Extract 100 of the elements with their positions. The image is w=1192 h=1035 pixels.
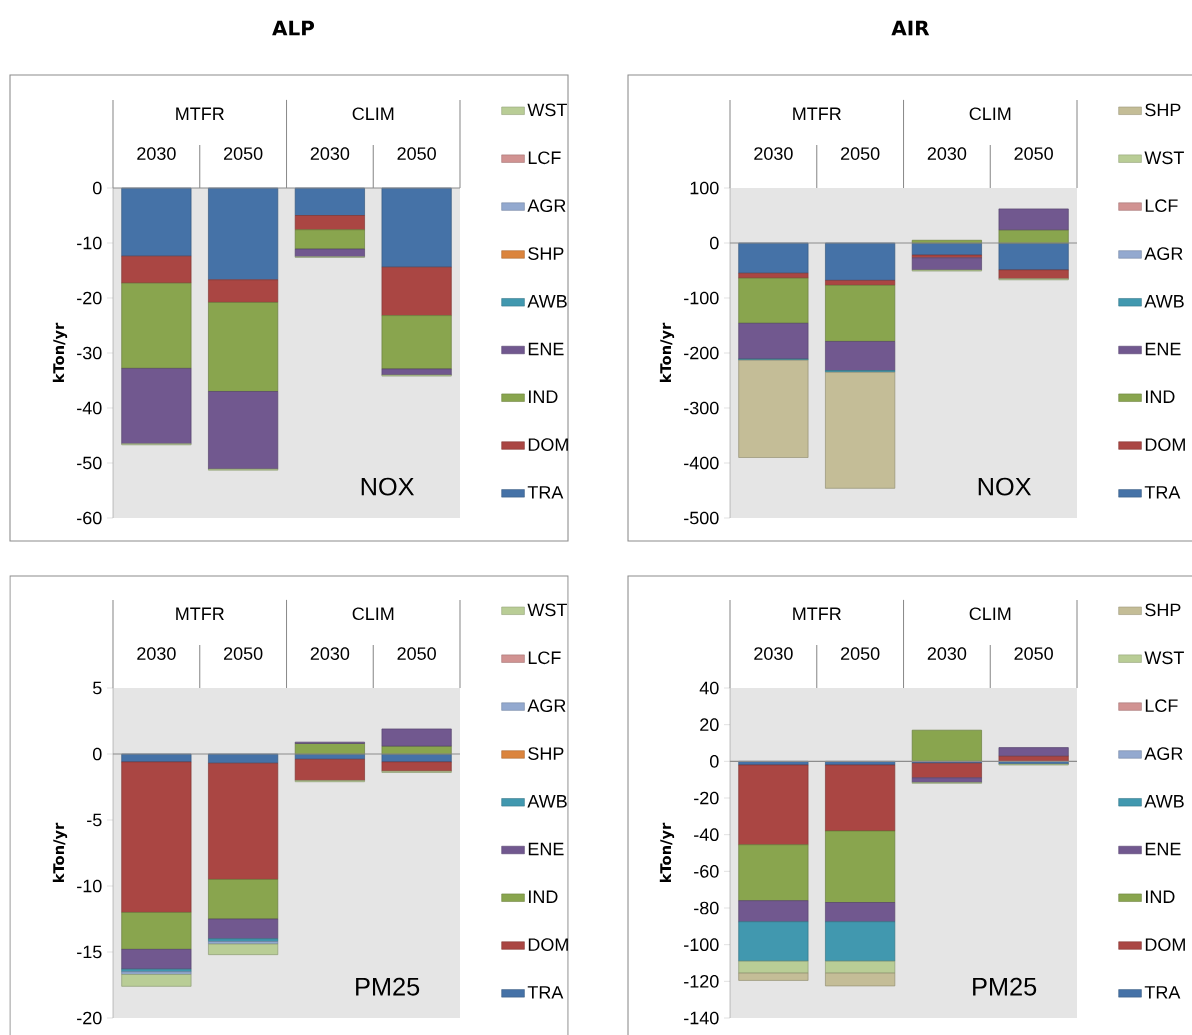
annotation: PM25: [356, 977, 420, 996]
legend-label: SHP: [1145, 103, 1181, 117]
y-tick-label: -50: [77, 456, 102, 470]
chart-title: AIR: [891, 20, 930, 36]
y-axis-title: kTon/yr: [52, 822, 68, 883]
x-tick-label: 2030: [754, 147, 793, 160]
legend-label: TRA: [1144, 486, 1181, 499]
y-axis-title: kTon/yr: [659, 822, 675, 883]
y-tick-label: -5: [87, 813, 102, 827]
x-tick-label: 2030: [137, 147, 176, 160]
legend-label: DOM: [1145, 438, 1185, 451]
annotation: NOX: [978, 477, 1032, 496]
y-tick-label: -15: [77, 945, 102, 959]
y-tick-label: 5: [92, 681, 102, 695]
legend-label: AGR: [527, 199, 566, 213]
y-tick-label: -30: [77, 346, 102, 360]
legend-label: ENE: [1145, 342, 1181, 356]
legend-label: WST: [527, 103, 567, 117]
y-tick-label: -140: [684, 1011, 719, 1025]
legend-label: TRA: [527, 486, 564, 499]
chart-title: ALP: [272, 20, 315, 36]
x-tick-label: 2050: [397, 647, 436, 660]
annotation: NOX: [361, 477, 415, 496]
legend-label: AWB: [527, 795, 567, 808]
legend-label: ENE: [1145, 842, 1181, 856]
y-tick-label: -40: [694, 828, 719, 842]
legend-label: LCF: [1145, 199, 1178, 213]
legend-label: IND: [529, 390, 558, 403]
legend-label: AGR: [1144, 747, 1183, 760]
y-tick-label: -20: [694, 791, 719, 805]
y-tick-label: -60: [77, 511, 102, 525]
y-tick-label: -80: [694, 901, 719, 915]
y-tick-label: -60: [694, 864, 719, 878]
x-tick-label: 2050: [1014, 647, 1053, 660]
legend-label: IND: [529, 890, 558, 903]
text: CLIM: [969, 607, 1011, 621]
y-tick-label: -20: [77, 291, 102, 305]
legend-label: IND: [1146, 890, 1175, 903]
y-tick-label: 0: [710, 754, 719, 768]
y-tick-label: 40: [699, 681, 719, 695]
x-tick-label: 2030: [927, 647, 967, 660]
legend-label: SHP: [528, 747, 564, 760]
y-tick-label: -20: [77, 1011, 102, 1025]
y-tick-label: -120: [684, 974, 719, 988]
text: MTFR: [793, 607, 841, 620]
y-tick-label: -10: [77, 236, 102, 250]
legend-label: WST: [1144, 151, 1184, 165]
legend-label: WST: [527, 603, 567, 617]
annotation: PM25: [973, 977, 1037, 996]
y-tick-label: 100: [690, 181, 719, 195]
y-tick-label: -100: [684, 938, 719, 952]
y-tick-label: 20: [700, 718, 719, 732]
x-tick-label: 2050: [841, 147, 880, 160]
text: MTFR: [176, 607, 224, 620]
text: CLIM: [352, 607, 394, 621]
text: MTFR: [176, 107, 224, 120]
legend-label: ENE: [528, 842, 564, 856]
x-tick-label: 2030: [137, 647, 176, 660]
legend-label: DOM: [528, 938, 568, 951]
x-tick-label: 2050: [1014, 147, 1053, 160]
x-tick-label: 2050: [224, 647, 263, 660]
y-tick-label: -400: [684, 456, 719, 470]
y-tick-label: -500: [684, 511, 719, 525]
y-tick-label: 0: [710, 236, 719, 250]
legend-label: LCF: [1145, 699, 1178, 713]
y-tick-label: -200: [684, 346, 719, 360]
legend-label: DOM: [1145, 938, 1185, 951]
legend-label: AWB: [1144, 795, 1184, 808]
y-axis-title: kTon/yr: [52, 322, 68, 383]
legend-label: SHP: [528, 247, 564, 260]
text: CLIM: [969, 107, 1011, 121]
legend-label: TRA: [1144, 986, 1181, 999]
legend-label: AGR: [1144, 247, 1183, 260]
y-tick-label: -100: [684, 291, 719, 305]
legend-label: LCF: [528, 151, 561, 165]
legend-label: LCF: [528, 651, 561, 665]
legend-label: AWB: [1144, 295, 1184, 308]
y-tick-label: 0: [92, 181, 102, 195]
x-tick-label: 2030: [754, 647, 793, 660]
legend-label: AWB: [527, 295, 567, 308]
legend-label: ENE: [528, 342, 564, 356]
x-tick-label: 2050: [224, 147, 263, 160]
legend-label: IND: [1146, 390, 1175, 403]
y-tick-label: -10: [77, 879, 102, 893]
y-tick-label: 0: [92, 747, 102, 761]
x-tick-label: 2050: [397, 147, 436, 160]
legend-label: AGR: [527, 699, 566, 713]
legend-label: TRA: [527, 986, 564, 999]
y-tick-label: -300: [684, 401, 719, 415]
x-tick-label: 2030: [310, 647, 350, 660]
text: MTFR: [793, 107, 841, 120]
x-tick-label: 2030: [310, 147, 350, 160]
x-tick-label: 2030: [927, 147, 967, 160]
x-tick-label: 2050: [841, 647, 880, 660]
text: CLIM: [352, 107, 394, 121]
legend-label: SHP: [1145, 603, 1181, 617]
y-tick-label: -40: [77, 401, 102, 415]
y-axis-title: kTon/yr: [659, 322, 675, 383]
legend-label: DOM: [528, 438, 568, 451]
legend-label: WST: [1144, 651, 1184, 665]
